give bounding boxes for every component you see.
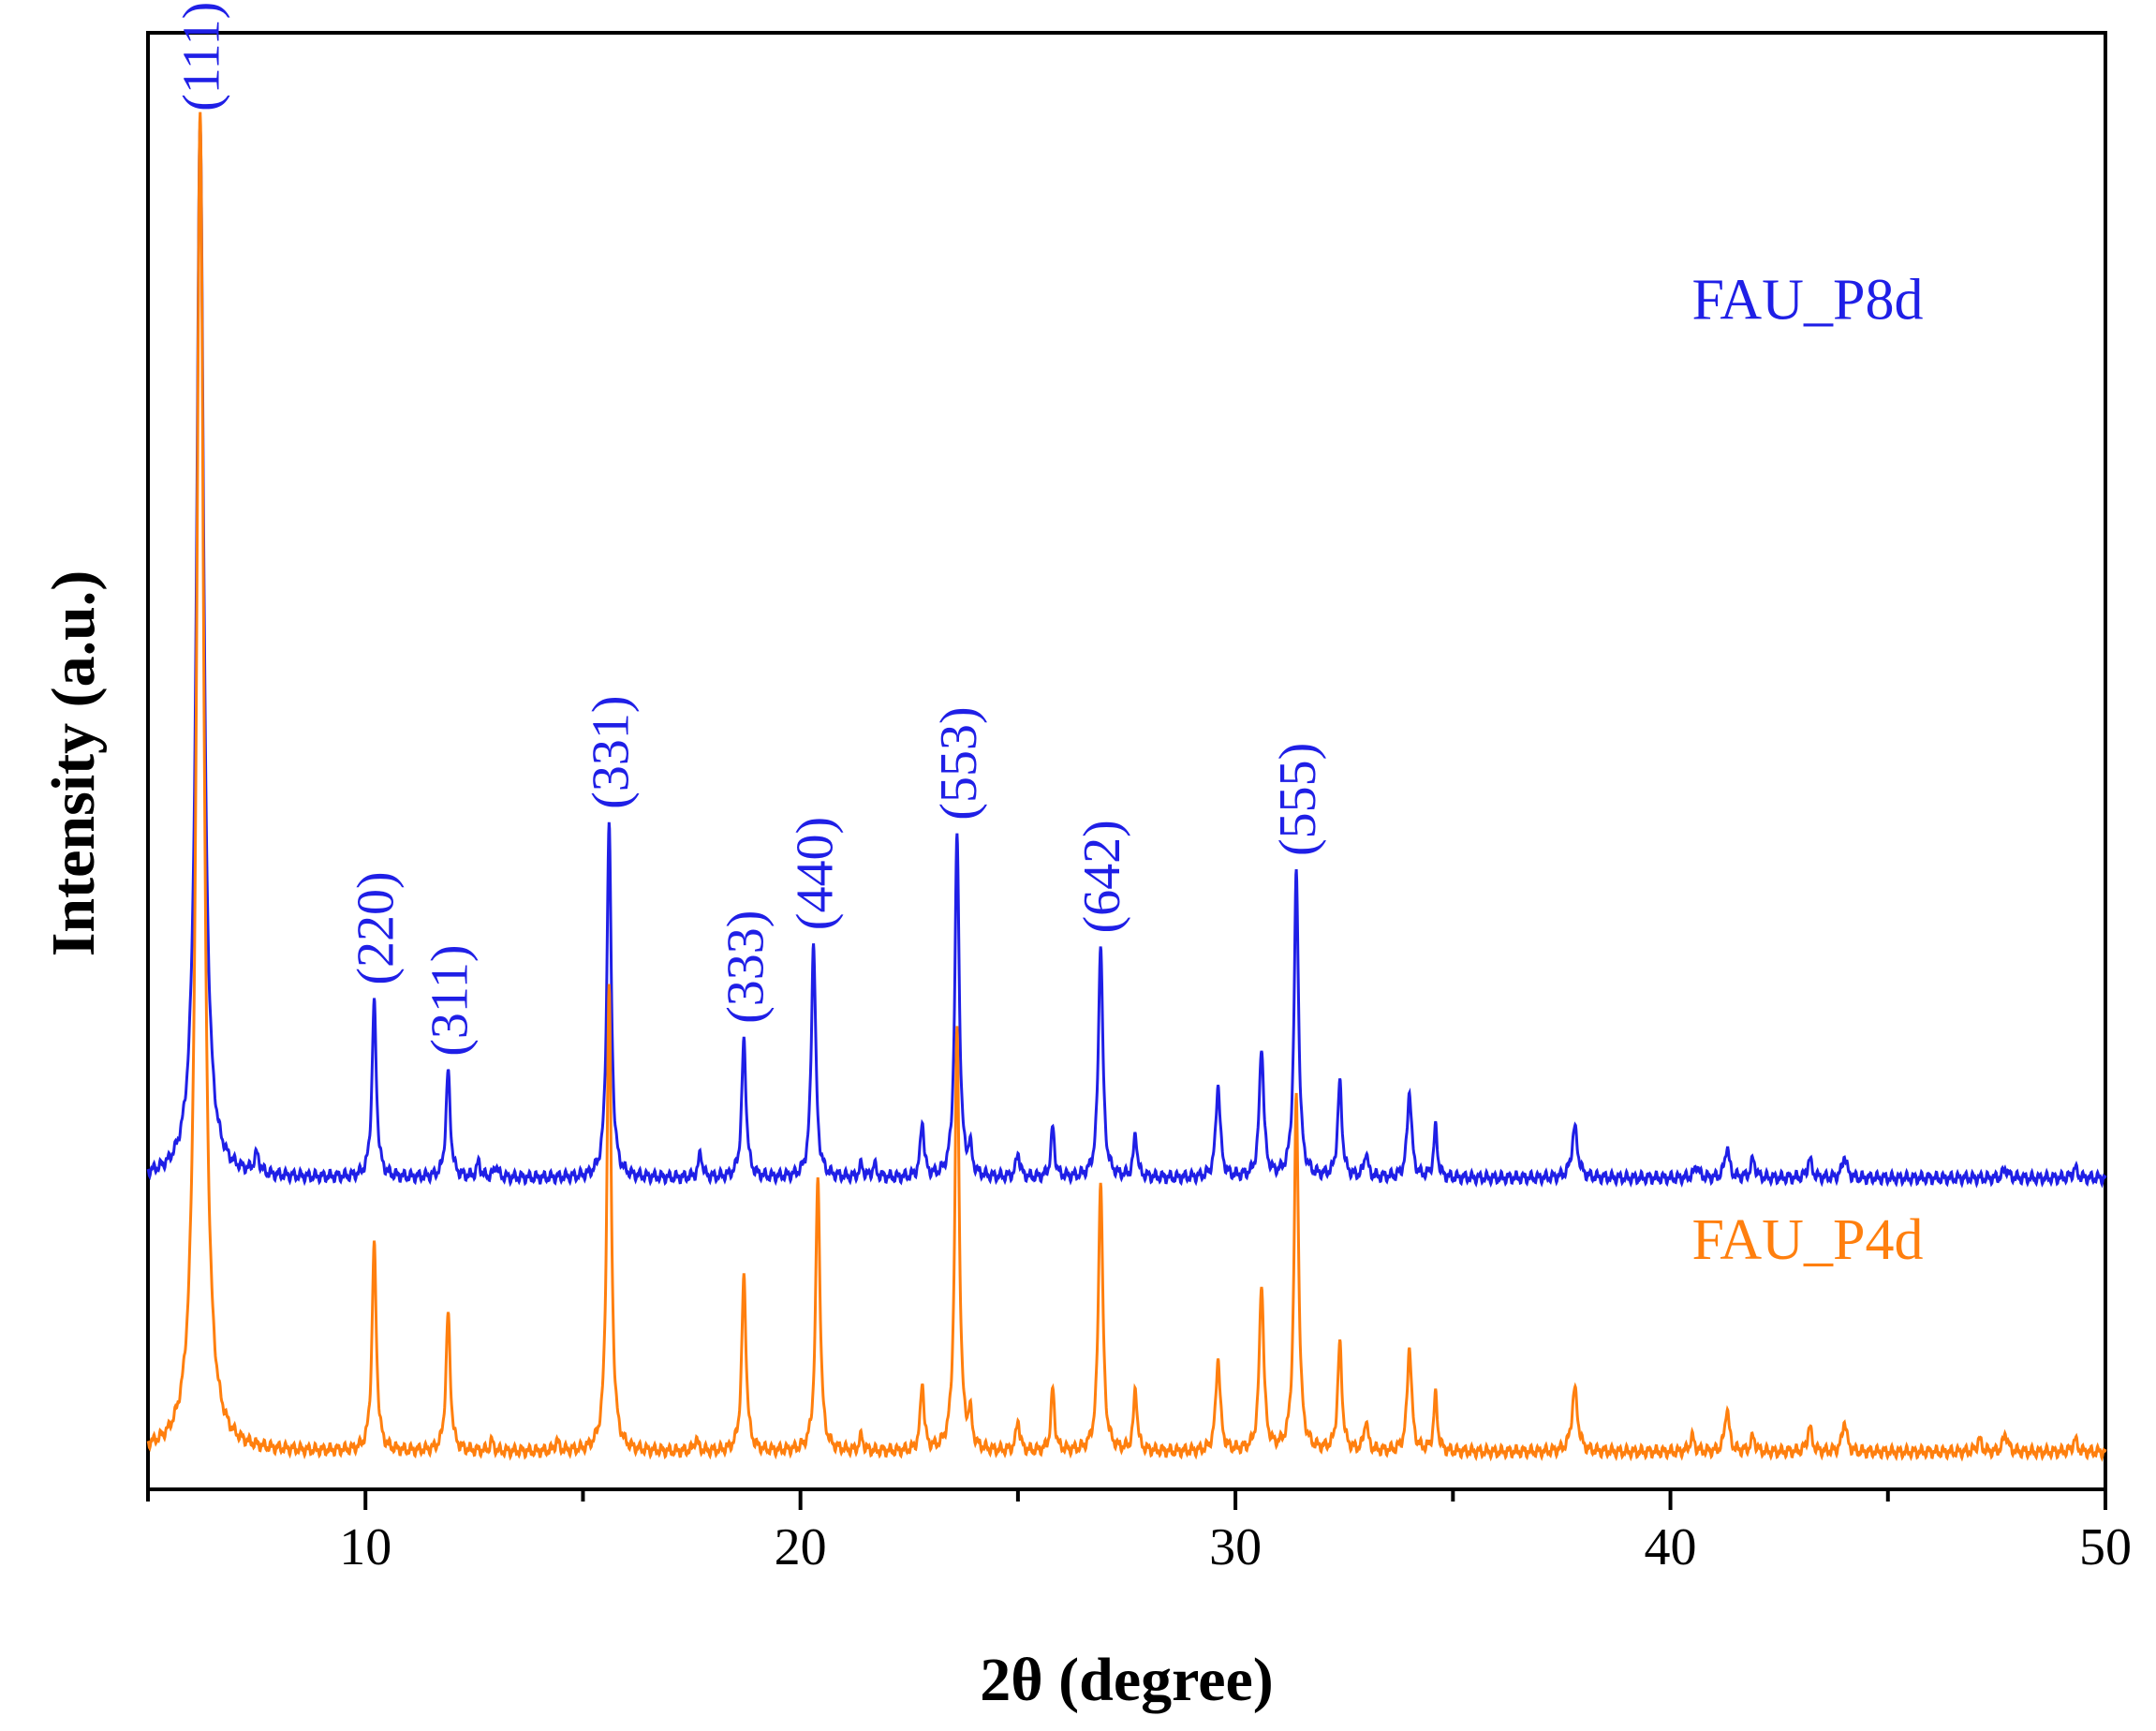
xrd-traces — [146, 111, 2107, 1462]
series-label-fau-p8d: FAU_P8d — [1692, 269, 1924, 333]
trace-fau-p8d — [146, 124, 2107, 1189]
y-axis-title: Intensity (a.u.) — [39, 570, 108, 957]
peak-label: (111) — [173, 2, 231, 111]
x-tick-label: 40 — [1645, 1518, 1697, 1576]
trace-fau-p4d — [146, 111, 2107, 1462]
peak-label: (220) — [347, 871, 406, 984]
peak-labels: (111) (220) (311) (331) (333)(440) (553) (642)… — [173, 2, 1327, 1057]
x-axis-title: 2θ (degree) — [980, 1646, 1274, 1714]
peak-label: (440) — [787, 817, 845, 930]
x-tick-label: 20 — [775, 1518, 827, 1576]
series-labels: FAU_P8d FAU_P4d — [1692, 269, 1924, 1272]
series-label-fau-p4d: FAU_P4d — [1692, 1208, 1924, 1272]
x-tick-label: 50 — [2079, 1518, 2132, 1576]
peak-label: (333) — [716, 910, 775, 1024]
x-axis-ticks: 10 20 30 40 50 — [146, 1489, 2132, 1576]
peak-label: (642) — [1073, 820, 1131, 933]
peak-label: (311) — [421, 945, 479, 1057]
x-tick-label: 10 — [339, 1518, 391, 1576]
plot-frame — [146, 31, 2107, 1491]
peak-label: (331) — [582, 696, 640, 809]
peak-label: (555) — [1269, 743, 1327, 856]
peak-label: (553) — [930, 706, 988, 820]
x-tick-label: 30 — [1209, 1518, 1262, 1576]
